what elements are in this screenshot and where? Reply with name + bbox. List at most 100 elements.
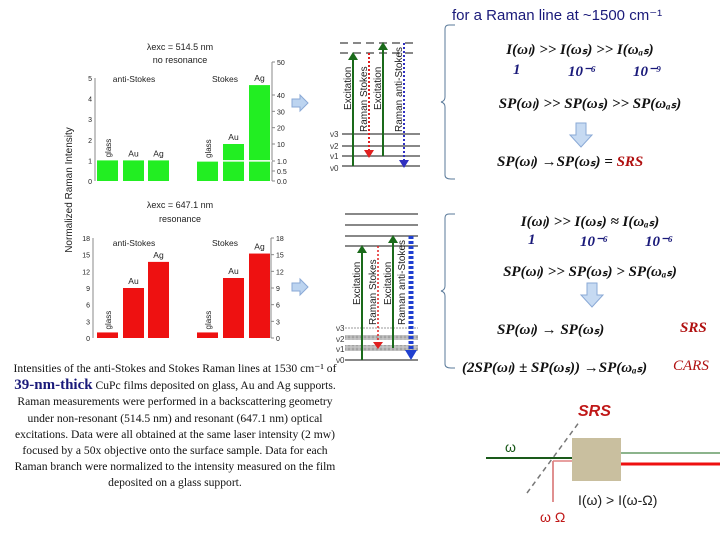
cars-tag: CARS [673, 358, 709, 374]
left-tick-label: 12 [82, 269, 90, 276]
bar-label: Au [228, 132, 239, 142]
bar-stokes-ag [249, 85, 270, 181]
srs-tag: SRS [616, 154, 644, 170]
level-label: ν3 [336, 324, 345, 333]
value: 10⁻⁶ [568, 64, 597, 80]
left-tick-label: 9 [86, 286, 90, 293]
arrow-down-icon [568, 122, 594, 148]
right-tick-label: 20 [277, 126, 285, 133]
left-tick-label: 15 [82, 253, 90, 260]
bar-label: glass [104, 311, 113, 330]
label-raman-stokes: Raman Stokes [359, 66, 370, 132]
bar-stokes-glass [197, 332, 218, 338]
label-excitation: Excitation [343, 67, 354, 110]
group-label: anti-Stokes [113, 74, 156, 84]
left-tick-label: 3 [88, 117, 92, 124]
value: 1 [528, 232, 536, 248]
level-label: ν3 [330, 130, 339, 139]
value: 1 [513, 62, 521, 78]
bar-anti-stokes-glass [97, 160, 118, 181]
level-label: ν2 [336, 335, 345, 344]
right-tick-label: 6 [276, 303, 280, 310]
bar-label: Ag [153, 250, 164, 260]
left-tick-label: 18 [82, 236, 90, 243]
sample-box [572, 438, 621, 481]
bar-stokes-au [223, 144, 244, 181]
right-tick-label: 12 [276, 269, 284, 276]
caption-text: Intensities of the anti-Stokes and Stoke… [13, 362, 337, 375]
group-label: Stokes [212, 238, 238, 248]
level-label: ν0 [330, 164, 339, 173]
result-bottom: SP(ωₗ) → SP(ωₛ) [497, 322, 605, 338]
caption-highlight: 39-nm-thick [14, 377, 93, 394]
power-relation-bottom: SP(ωₗ) >> SP(ωₛ) > SP(ωₐₛ) [503, 264, 677, 280]
right-tick-label: 1.0 [277, 159, 287, 166]
left-tick-label: 5 [88, 76, 92, 83]
bar-anti-stokes-au [123, 288, 144, 338]
value: 10⁻⁹ [633, 64, 662, 80]
label-excitation: Excitation [383, 262, 394, 305]
level-label: ν0 [336, 356, 345, 365]
y-axis-label: Normalized Raman Intensity [64, 127, 75, 253]
srs-tag: SRS [680, 320, 707, 336]
bar-label: Ag [254, 73, 265, 83]
group-label: Stokes [212, 74, 238, 84]
chart-title: λexc = 647.1 nm [147, 200, 213, 210]
intensity-relation-bottom: I(ωₗ) >> I(ωₛ) ≈ I(ωₐₛ) [520, 214, 660, 230]
chart-514nm: λexc = 514.5 nm no resonance 0 1 2 3 4 5 0.0 0.5 1… [88, 42, 287, 186]
bar-anti-stokes-glass [97, 332, 118, 338]
bar-stokes-glass [197, 161, 218, 181]
right-tick-label: 15 [276, 253, 284, 260]
chart-title: λexc = 514.5 nm [147, 42, 213, 52]
chart-647nm: λexc = 647.1 nm resonance 0 3 6 9 12 15 18 0 3 6 9 12… [82, 200, 284, 343]
group-label: anti-Stokes [113, 238, 156, 248]
right-tick-label: 3 [276, 319, 280, 326]
bar-label: glass [204, 139, 213, 158]
arrow-right-icon [291, 93, 309, 113]
right-tick-label: 9 [276, 286, 280, 293]
chart-subtitle: resonance [159, 214, 201, 224]
level-label: ν1 [330, 152, 339, 161]
label-excitation: Excitation [373, 67, 384, 110]
result-top: SP(ωₗ) →SP(ωₛ) = SRS [497, 152, 643, 171]
value: 10⁻⁶ [645, 234, 674, 250]
bar-label: glass [204, 311, 213, 330]
intensity-relation: I(ω) > I(ω-Ω) [578, 492, 657, 508]
arrow-right-icon [291, 277, 309, 297]
srs-diagram: SRS ω ω Ω I(ω) > I(ω-Ω) [486, 403, 720, 525]
bar-anti-stokes-au [123, 160, 144, 181]
bar-anti-stokes-ag [148, 261, 169, 338]
slide-title: for a Raman line at ~1500 cm⁻¹ [452, 7, 663, 24]
intensity-relation-top: I(ωₗ) >> I(ωₛ) >> I(ωₐₛ) [506, 42, 654, 58]
srs-label: SRS [578, 403, 611, 420]
label-raman-stokes: Raman Stokes [368, 259, 379, 325]
label-raman-anti-stokes: Raman anti-Stokes [397, 240, 408, 325]
right-tick-label: 40 [277, 93, 285, 100]
left-tick-label: 6 [86, 303, 90, 310]
right-tick-label: 0.0 [277, 179, 287, 186]
left-tick-label: 0 [88, 179, 92, 186]
bracket [440, 24, 455, 180]
level-label: ν1 [336, 345, 345, 354]
bar-anti-stokes-ag [148, 160, 169, 181]
arrow-down-icon [579, 282, 605, 308]
level-label: ν2 [330, 142, 339, 151]
right-tick-label: 0.5 [277, 169, 287, 176]
omega-Omega-label: ω Ω [540, 509, 565, 525]
bar-label: Au [228, 266, 239, 276]
right-tick-label: 30 [277, 109, 285, 116]
label-excitation: Excitation [352, 262, 363, 305]
left-tick-label: 2 [88, 138, 92, 145]
cars-relation: (2SP(ωₗ) ± SP(ωₛ)) →SP(ωₐₛ) [462, 360, 648, 376]
caption-text: CuPc films deposited on glass, Au and Ag… [14, 379, 336, 490]
right-tick-label: 18 [276, 236, 284, 243]
right-tick-label: 0 [276, 336, 280, 343]
result-text: SP(ωₗ) →SP(ωₛ) = [497, 154, 617, 170]
right-tick-label: 50 [277, 60, 285, 67]
value: 10⁻⁶ [580, 234, 609, 250]
bar-stokes-ag [249, 253, 270, 338]
label-raman-anti-stokes: Raman anti-Stokes [394, 47, 405, 132]
right-tick-label: 10 [277, 142, 285, 149]
